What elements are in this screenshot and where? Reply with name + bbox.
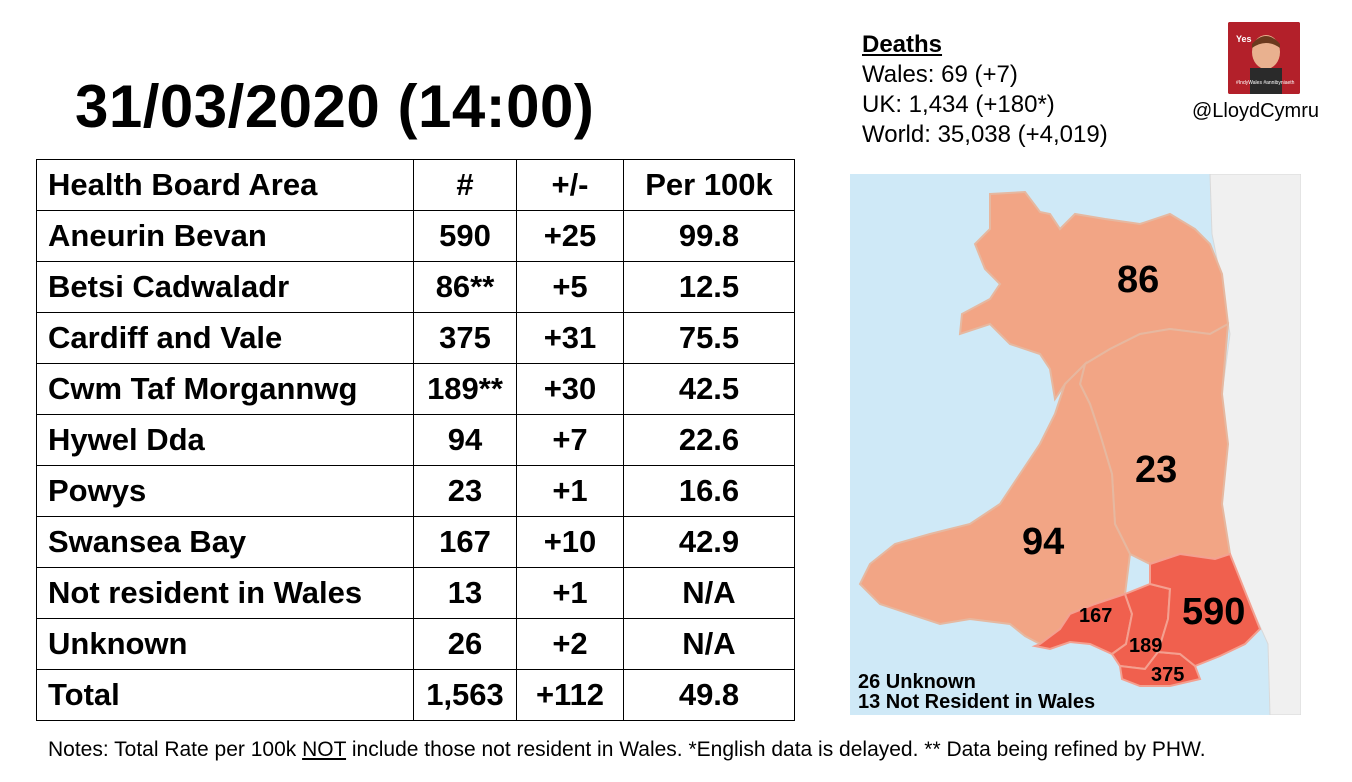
- row-count: 26: [413, 618, 517, 670]
- deaths-wales: Wales: 69 (+7): [862, 61, 1018, 88]
- notes-not-emphasis: NOT: [302, 738, 347, 761]
- region-cardiff-vale: [1118, 650, 1202, 687]
- table-header-row: Health Board Area # +/- Per 100k: [36, 159, 795, 211]
- row-rate: 99.8: [623, 210, 795, 262]
- table-total-row: Total 1,563 +112 49.8: [36, 669, 795, 721]
- total-count: 1,563: [413, 669, 517, 721]
- health-board-table: Health Board Area # +/- Per 100k Aneurin…: [36, 159, 795, 721]
- row-change: +10: [516, 516, 624, 568]
- page-title: 31/03/2020 (14:00): [75, 73, 595, 140]
- col-header-rate: Per 100k: [623, 159, 795, 211]
- row-change: +1: [516, 567, 624, 619]
- wales-map-svg: 86 23 94 590 167 189 375 26 Unknown 13 N…: [850, 174, 1301, 715]
- row-change: +5: [516, 261, 624, 313]
- table-row: Swansea Bay 167 +10 42.9: [36, 516, 795, 568]
- map-label-powys: 23: [1135, 449, 1177, 491]
- map-label-swansea: 167: [1079, 605, 1112, 627]
- map-label-betsi: 86: [1117, 259, 1159, 301]
- total-rate: 49.8: [623, 669, 795, 721]
- row-count: 13: [413, 567, 517, 619]
- row-count: 23: [413, 465, 517, 517]
- row-change: +25: [516, 210, 624, 262]
- table-row: Aneurin Bevan 590 +25 99.8: [36, 210, 795, 262]
- map-label-aneurin: 590: [1182, 591, 1245, 633]
- map-legend-not-resident: 13 Not Resident in Wales: [858, 691, 1095, 713]
- total-label: Total: [36, 669, 414, 721]
- row-area: Powys: [36, 465, 414, 517]
- row-rate: 75.5: [623, 312, 795, 364]
- row-area: Unknown: [36, 618, 414, 670]
- deaths-summary: Deaths Wales: 69 (+7) UK: 1,434 (+180*) …: [862, 30, 1108, 150]
- table-row: Hywel Dda 94 +7 22.6: [36, 414, 795, 466]
- table-row: Cardiff and Vale 375 +31 75.5: [36, 312, 795, 364]
- row-area: Cwm Taf Morgannwg: [36, 363, 414, 415]
- notes-part1: Notes: Total Rate per 100k: [48, 738, 303, 761]
- map-label-cardiff: 375: [1151, 664, 1184, 686]
- row-count: 94: [413, 414, 517, 466]
- avatar-tag-text: #IndyWales #annibyniaeth: [1236, 80, 1295, 86]
- row-rate: 12.5: [623, 261, 795, 313]
- row-change: +1: [516, 465, 624, 517]
- row-change: +2: [516, 618, 624, 670]
- row-rate: 22.6: [623, 414, 795, 466]
- row-area: Aneurin Bevan: [36, 210, 414, 262]
- total-change: +112: [516, 669, 624, 721]
- map-legend-unknown: 26 Unknown: [858, 671, 976, 693]
- row-rate: N/A: [623, 618, 795, 670]
- row-rate: 16.6: [623, 465, 795, 517]
- row-rate: N/A: [623, 567, 795, 619]
- col-header-area: Health Board Area: [36, 159, 414, 211]
- footnotes: Notes: Total Rate per 100k NOT include t…: [48, 738, 1206, 762]
- map-label-cwmtaf: 189: [1129, 635, 1162, 657]
- row-count: 167: [413, 516, 517, 568]
- row-area: Hywel Dda: [36, 414, 414, 466]
- deaths-uk: UK: 1,434 (+180*): [862, 91, 1055, 118]
- row-count: 375: [413, 312, 517, 364]
- table-row: Powys 23 +1 16.6: [36, 465, 795, 517]
- deaths-world: World: 35,038 (+4,019): [862, 121, 1108, 148]
- col-header-change: +/-: [516, 159, 624, 211]
- row-area: Swansea Bay: [36, 516, 414, 568]
- col-header-count: #: [413, 159, 517, 211]
- wales-map: 86 23 94 590 167 189 375 26 Unknown 13 N…: [850, 174, 1301, 715]
- row-count: 86**: [413, 261, 517, 313]
- map-label-hywel: 94: [1022, 521, 1064, 563]
- avatar-yes-text: Yes: [1236, 34, 1252, 44]
- row-area: Cardiff and Vale: [36, 312, 414, 364]
- row-rate: 42.9: [623, 516, 795, 568]
- row-change: +30: [516, 363, 624, 415]
- deaths-heading: Deaths: [862, 31, 943, 58]
- notes-part2: include those not resident in Wales. *En…: [346, 738, 1206, 761]
- table-row: Not resident in Wales 13 +1 N/A: [36, 567, 795, 619]
- avatar[interactable]: Yes #IndyWales #annibyniaeth: [1228, 22, 1300, 94]
- row-count: 590: [413, 210, 517, 262]
- table-row: Unknown 26 +2 N/A: [36, 618, 795, 670]
- twitter-handle[interactable]: @LloydCymru: [1192, 100, 1320, 122]
- row-area: Betsi Cadwaladr: [36, 261, 414, 313]
- row-count: 189**: [413, 363, 517, 415]
- row-change: +31: [516, 312, 624, 364]
- table-row: Betsi Cadwaladr 86** +5 12.5: [36, 261, 795, 313]
- row-change: +7: [516, 414, 624, 466]
- row-rate: 42.5: [623, 363, 795, 415]
- table-row: Cwm Taf Morgannwg 189** +30 42.5: [36, 363, 795, 415]
- region-aneurin-bevan: [1149, 552, 1262, 668]
- region-hywel-dda: [858, 360, 1132, 646]
- row-area: Not resident in Wales: [36, 567, 414, 619]
